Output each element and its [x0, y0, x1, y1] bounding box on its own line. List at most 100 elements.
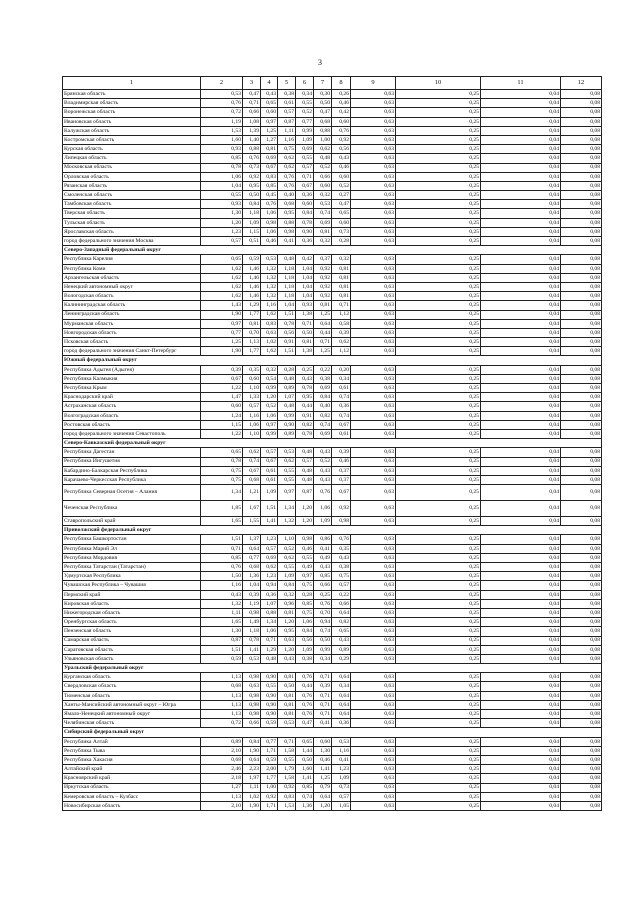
value-cell: 0,63: [277, 635, 296, 646]
value-cell: 1,62: [260, 309, 278, 320]
value-cell: 0,48: [277, 254, 296, 265]
value-cell: 0,85: [200, 552, 243, 564]
value-cell: 0,71: [313, 337, 332, 348]
value-cell: 1,06: [260, 226, 278, 238]
value-cell: 0,25: [395, 653, 481, 665]
table-row: Псковская область 1,25 1,13 1,02 0,91 0,81 0,7…: [62, 337, 602, 348]
value-cell: 0,57: [277, 107, 296, 118]
value-cell: 1,04: [295, 272, 314, 283]
value-cell: 1,06: [295, 617, 314, 628]
value-cell: 1,06: [260, 626, 278, 637]
value-cell: 0,25: [395, 543, 481, 554]
value-cell: 0,81: [277, 672, 296, 683]
region-name: Красноярский край: [62, 773, 201, 784]
value-cell: 0,59: [200, 653, 243, 665]
region-name: Новосибирская область: [62, 800, 201, 812]
region-name: Ивановская область: [62, 116, 201, 127]
section-title: Северо-Западный федеральный округ: [62, 245, 602, 256]
value-cell: 0,08: [560, 644, 602, 655]
value-cell: 0,63: [350, 364, 396, 375]
value-cell: 1,09: [295, 644, 314, 655]
value-cell: 0,73: [242, 162, 261, 173]
region-name: Курская область: [62, 144, 201, 155]
table-row: Краснодарский край 1,47 1,33 1,20 1,07 0,95 0,…: [62, 392, 602, 403]
value-cell: 1,32: [260, 281, 278, 293]
table-row: Кировская область 1,32 1,19 1,07 0,96 0,85 0,7…: [62, 598, 602, 609]
value-cell: 0,25: [395, 171, 481, 182]
value-cell: 0,08: [560, 208, 602, 219]
value-cell: 0,68: [242, 474, 261, 486]
region-name: Республика Ингушетия: [62, 456, 201, 467]
value-cell: 1,09: [277, 571, 296, 582]
value-cell: 1,36: [242, 571, 261, 582]
value-cell: 0,92: [313, 272, 332, 283]
value-cell: 0,04: [480, 208, 561, 219]
value-cell: 0,04: [480, 392, 561, 403]
value-cell: 0,50: [295, 327, 314, 339]
value-cell: 0,48: [277, 401, 296, 412]
value-cell: 1,16: [277, 134, 296, 146]
value-cell: 0,04: [480, 88, 561, 100]
value-cell: 0,43: [313, 561, 332, 573]
table-row: Свердловская область 0,68 0,63 0,55 0,50 0,44…: [62, 681, 602, 692]
value-cell: 0,04: [480, 534, 561, 545]
column-header: 2: [200, 76, 243, 90]
value-cell: 0,98: [242, 708, 261, 720]
value-cell: 0,04: [480, 199, 561, 210]
region-name: Ханты-Мансийский автономный округ – Югра: [62, 699, 201, 711]
region-name: Воронежская область: [62, 107, 201, 118]
value-cell: 0,04: [480, 144, 561, 155]
value-cell: 0,74: [313, 208, 332, 219]
value-cell: 0,25: [395, 263, 481, 274]
value-cell: 0,41: [277, 235, 296, 247]
value-cell: 1,11: [242, 782, 261, 793]
value-cell: 1,51: [200, 534, 243, 545]
value-cell: 0,47: [295, 718, 314, 729]
value-cell: 0,63: [350, 571, 396, 582]
value-cell: 1,04: [200, 180, 243, 192]
value-cell: 0,04: [480, 500, 561, 518]
value-cell: 0,69: [313, 382, 332, 394]
table-row: Республика Крым 1,22 1,10 0,99 0,89 0,78 0,69 0…: [62, 382, 602, 394]
value-cell: 0,51: [242, 235, 261, 247]
value-cell: 0,62: [313, 144, 332, 155]
value-cell: 0,75: [277, 144, 296, 155]
value-cell: 0,74: [313, 626, 332, 637]
value-cell: 0,97: [260, 116, 278, 127]
value-cell: 0,63: [350, 699, 396, 711]
value-cell: 0,81: [331, 263, 351, 274]
value-cell: 0,04: [480, 171, 561, 182]
region-name: Орловская область: [62, 171, 201, 182]
value-cell: 0,46: [295, 543, 314, 554]
value-cell: 0,04: [480, 589, 561, 600]
value-cell: 0,95: [295, 392, 314, 403]
value-cell: 0,50: [277, 681, 296, 692]
value-cell: 0,91: [295, 410, 314, 421]
value-cell: 0,90: [295, 226, 314, 238]
value-cell: 0,97: [295, 571, 314, 582]
table-row: Ненецкий автономный округ 1,62 1,46 1,32 1,1…: [62, 281, 602, 293]
value-cell: 0,76: [277, 180, 296, 192]
region-name: Республика Дагестан: [62, 447, 201, 458]
value-cell: 0,25: [395, 217, 481, 228]
value-cell: 0,95: [277, 208, 296, 219]
value-cell: 0,43: [200, 589, 243, 600]
value-cell: 0,08: [560, 690, 602, 701]
value-cell: 1,20: [277, 617, 296, 628]
region-name: Алтайский край: [62, 764, 201, 775]
table-row: Астраханская область 0,60 0,57 0,52 0,48 0,44…: [62, 401, 602, 412]
section-title: Уральский федеральный округ: [62, 663, 602, 674]
section-row: Южный федеральный округ: [62, 355, 602, 366]
value-cell: 0,48: [295, 465, 314, 476]
value-cell: 0,63: [350, 561, 396, 573]
value-cell: 1,25: [313, 346, 332, 357]
value-cell: 0,72: [200, 107, 243, 118]
value-cell: 0,65: [200, 447, 243, 458]
value-cell: 0,70: [242, 327, 261, 339]
value-cell: 0,25: [395, 474, 481, 486]
value-cell: 0,50: [242, 190, 261, 201]
value-cell: 0,60: [331, 171, 351, 182]
value-cell: 0,04: [480, 327, 561, 339]
value-cell: 0,61: [277, 98, 296, 109]
value-cell: 0,25: [395, 708, 481, 720]
